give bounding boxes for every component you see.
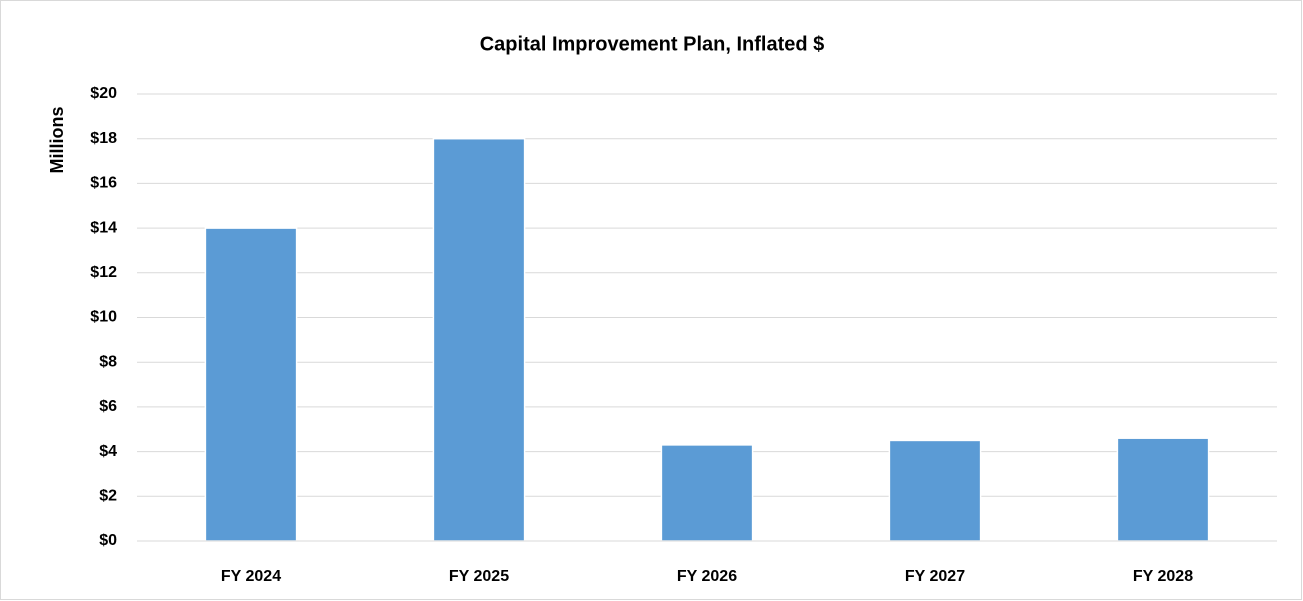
x-tick-label: FY 2027 <box>905 568 965 585</box>
x-tick-label: FY 2025 <box>449 568 509 585</box>
x-tick-label: FY 2024 <box>221 568 281 585</box>
y-tick-label: $16 <box>90 175 117 192</box>
y-tick-label: $10 <box>90 309 117 326</box>
y-tick-label: $2 <box>99 488 117 505</box>
y-tick-label: $18 <box>90 130 117 147</box>
bar <box>432 137 526 542</box>
y-tick-label: $12 <box>90 264 117 281</box>
bar <box>204 227 298 542</box>
x-tick-label: FY 2026 <box>677 568 737 585</box>
bar <box>660 444 754 542</box>
y-tick-label: $20 <box>90 85 117 102</box>
y-tick-label: $6 <box>99 398 117 415</box>
y-axis-label: Millions <box>47 107 67 174</box>
y-tick-label: $14 <box>90 219 117 236</box>
chart-title: Capital Improvement Plan, Inflated $ <box>480 33 825 55</box>
bar <box>888 439 982 542</box>
bar <box>1116 437 1210 542</box>
y-tick-label: $8 <box>99 353 117 370</box>
y-tick-label: $4 <box>99 443 117 460</box>
y-tick-label: $0 <box>99 532 117 549</box>
x-tick-label: FY 2028 <box>1133 568 1193 585</box>
